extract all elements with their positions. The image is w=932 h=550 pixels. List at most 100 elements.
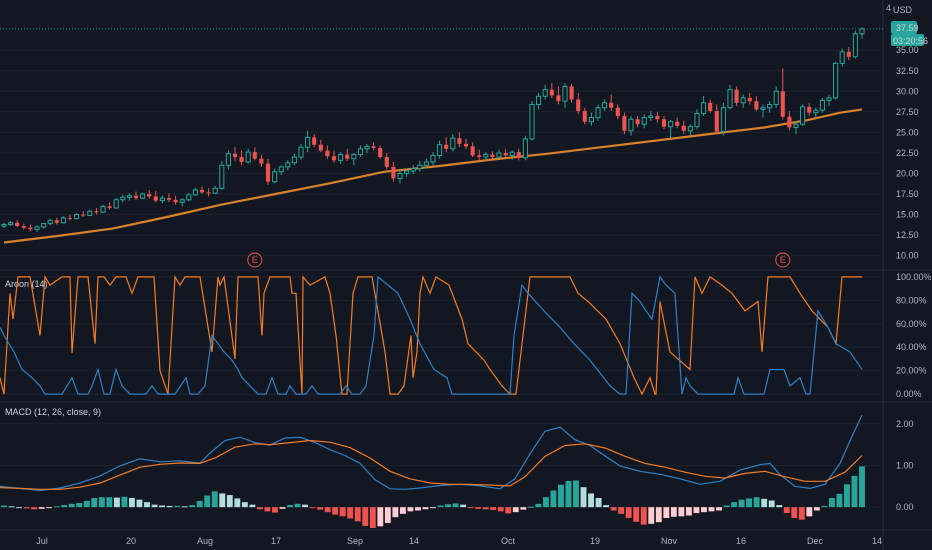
macd-histogram-bar bbox=[738, 499, 745, 508]
candle-body-down bbox=[94, 211, 99, 213]
macd-histogram-bar bbox=[399, 507, 406, 514]
candle-body-down bbox=[549, 89, 554, 96]
candle-body-down bbox=[133, 195, 139, 199]
moving-average-layer bbox=[3, 108, 863, 244]
macd-histogram-bar bbox=[362, 507, 369, 526]
macd-histogram-bar bbox=[648, 507, 655, 524]
macd-histogram-bar bbox=[302, 504, 308, 508]
macd-histogram-bar bbox=[806, 507, 813, 517]
macd-histogram-bar bbox=[407, 507, 414, 512]
macd-histogram-bar bbox=[452, 503, 459, 508]
candle-body-up bbox=[272, 171, 278, 183]
macd-histogram-bar bbox=[708, 507, 715, 512]
top-tick-partial: 4 bbox=[886, 3, 891, 13]
macd-histogram-bar bbox=[851, 475, 858, 508]
candle-body-down bbox=[107, 206, 112, 209]
macd-histogram-bar bbox=[490, 507, 497, 511]
macd-histogram-bar bbox=[844, 484, 850, 508]
candle-body-up bbox=[291, 156, 297, 164]
candle-body-down bbox=[81, 214, 86, 216]
macd-histogram-bar bbox=[798, 507, 805, 520]
candle-body-up bbox=[522, 138, 528, 159]
price-tick-label: 15.00 bbox=[896, 210, 919, 220]
x-tick-label: 20 bbox=[126, 536, 136, 546]
candle-body-up bbox=[536, 95, 542, 105]
macd-histogram-bar bbox=[776, 505, 783, 508]
candle-body-down bbox=[622, 115, 627, 131]
candle-body-up bbox=[767, 103, 773, 109]
candle-body-up bbox=[212, 187, 218, 194]
x-tick-label: Dec bbox=[807, 536, 824, 546]
macd-histogram-bar bbox=[272, 507, 278, 513]
macd-histogram-bar bbox=[558, 484, 564, 508]
candle-body-down bbox=[675, 121, 680, 126]
candle-body-up bbox=[437, 144, 443, 156]
price-tick-label: 22.50 bbox=[896, 148, 919, 158]
macd-histogram-bar bbox=[716, 507, 722, 511]
candle-body-down bbox=[714, 111, 719, 132]
candle-body-up bbox=[562, 85, 568, 102]
x-tick-label: Oct bbox=[501, 536, 516, 546]
candle-body-down bbox=[477, 155, 482, 158]
candle-body-down bbox=[21, 226, 26, 228]
candle-body-up bbox=[628, 118, 634, 132]
macd-line bbox=[0, 414, 863, 492]
candle-body-down bbox=[754, 101, 759, 110]
candle-body-down bbox=[331, 156, 337, 161]
candle-body-down bbox=[206, 192, 211, 194]
candle-body-down bbox=[259, 158, 264, 164]
candle-body-up bbox=[74, 214, 80, 220]
macd-histogram-bar bbox=[98, 497, 105, 508]
candle-body-up bbox=[542, 89, 548, 97]
macd-histogram-bar bbox=[121, 496, 128, 508]
candle-body-up bbox=[41, 223, 47, 228]
candle-body-down bbox=[807, 106, 812, 113]
earnings-marker bbox=[247, 252, 263, 268]
candle-body-up bbox=[34, 226, 40, 230]
candle-body-down bbox=[28, 227, 33, 230]
macd-histogram-bar bbox=[68, 503, 75, 508]
macd-histogram-bar bbox=[256, 507, 263, 510]
candle-body-down bbox=[556, 95, 561, 102]
candle-body-up bbox=[496, 152, 502, 158]
countdown-label: 03:20:56 bbox=[893, 36, 928, 46]
macd-histogram-bar bbox=[573, 480, 579, 508]
candle-body-up bbox=[483, 154, 489, 158]
macd-histogram-bar bbox=[369, 507, 376, 528]
candle-body-up bbox=[687, 126, 693, 132]
macd-panel[interactable]: MACD (12, 26, close, 9) bbox=[0, 407, 865, 528]
macd-histogram-bar bbox=[189, 505, 196, 508]
candle-body-up bbox=[740, 97, 746, 104]
candle-body-up bbox=[720, 107, 726, 133]
macd-histogram-bar bbox=[354, 507, 361, 522]
macd-histogram-bar bbox=[347, 507, 354, 519]
x-tick-label: 14 bbox=[872, 536, 882, 546]
macd-histogram-bar bbox=[264, 507, 271, 512]
price-tick-label: 12.50 bbox=[896, 230, 919, 240]
macd-histogram-bar bbox=[309, 507, 316, 509]
macd-histogram-bar bbox=[445, 504, 451, 508]
candle-body-up bbox=[588, 117, 594, 123]
macd-histogram-bar bbox=[761, 498, 768, 508]
candle-body-down bbox=[153, 196, 158, 201]
macd-histogram-bar bbox=[542, 497, 549, 508]
candle-body-up bbox=[100, 205, 106, 213]
macd-histogram-bar bbox=[701, 507, 707, 513]
aroon-tick-label: 100.00% bbox=[896, 272, 932, 282]
candle-body-down bbox=[615, 107, 620, 116]
price-tick-label: 20.00 bbox=[896, 168, 919, 178]
macd-line bbox=[0, 439, 863, 490]
macd-histogram-bar bbox=[211, 491, 218, 508]
candle-body-down bbox=[516, 152, 521, 158]
candle-body-up bbox=[430, 154, 436, 163]
aroon-panel[interactable]: Aroon (14) bbox=[0, 274, 863, 396]
aroon-line bbox=[0, 274, 862, 396]
macd-histogram-bar bbox=[324, 507, 331, 513]
x-tick-label: 16 bbox=[736, 536, 746, 546]
candle-body-up bbox=[126, 195, 132, 198]
macd-histogram-bar bbox=[377, 507, 384, 527]
candle-body-up bbox=[47, 219, 53, 225]
macd-histogram-bar bbox=[16, 507, 22, 509]
